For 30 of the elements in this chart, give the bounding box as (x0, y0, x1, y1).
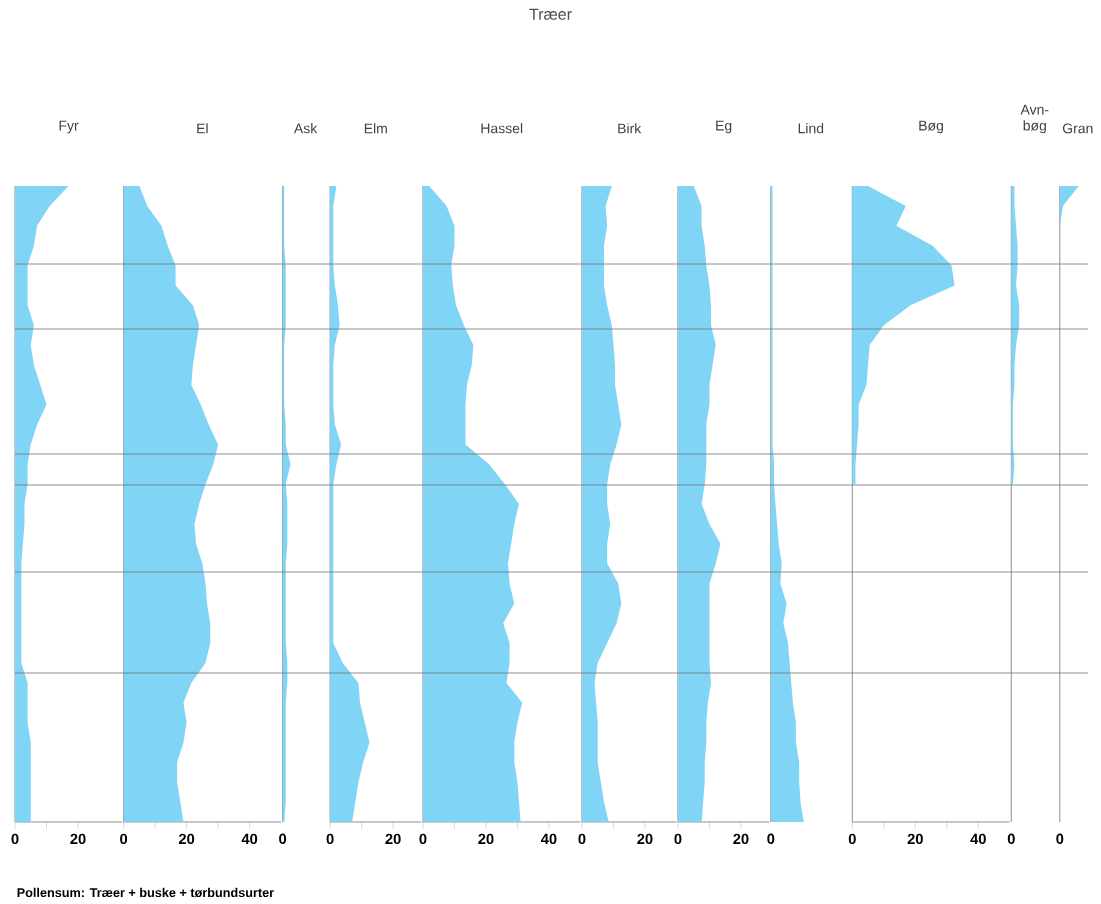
x-tick-label: 0 (674, 833, 682, 845)
x-tick-label: 20 (907, 833, 923, 845)
x-tick-label: 40 (970, 833, 986, 845)
chart-title: El (197, 123, 208, 134)
x-tick-label: 0 (848, 833, 856, 845)
chart-title: Hassel (481, 123, 523, 134)
chart-title: Ask (293, 123, 318, 134)
x-tick-label: 20 (637, 833, 653, 845)
x-tick-label: 20 (178, 833, 195, 845)
x-tick-label: 20 (385, 833, 401, 845)
x-tick-label: 40 (541, 833, 557, 845)
x-tick-label: 20 (478, 833, 494, 845)
chart-title: Lind (798, 123, 824, 134)
x-tick-label: 20 (733, 833, 749, 845)
text: Træer (529, 8, 572, 20)
chart-title: Avn-bøg (1020, 104, 1049, 134)
x-tick-label: 0 (11, 833, 19, 845)
x-tick-label: 40 (241, 833, 258, 845)
x-tick-label: 0 (326, 833, 334, 845)
x-tick-label: 0 (419, 833, 427, 845)
x-tick-label: 0 (120, 833, 128, 845)
chart-title: Fyr (59, 120, 79, 134)
chart-title: Eg (716, 120, 732, 134)
chart-title: Elm (364, 123, 387, 134)
chart-title: Gran (1062, 123, 1093, 134)
text: Pollensum: Træer + buske + tørbundsurter (17, 887, 274, 898)
x-tick-label: 0 (578, 833, 586, 845)
chart-title: Bøg (919, 120, 943, 134)
x-tick-label: 20 (70, 833, 86, 845)
chart-title: Birk (618, 123, 642, 134)
